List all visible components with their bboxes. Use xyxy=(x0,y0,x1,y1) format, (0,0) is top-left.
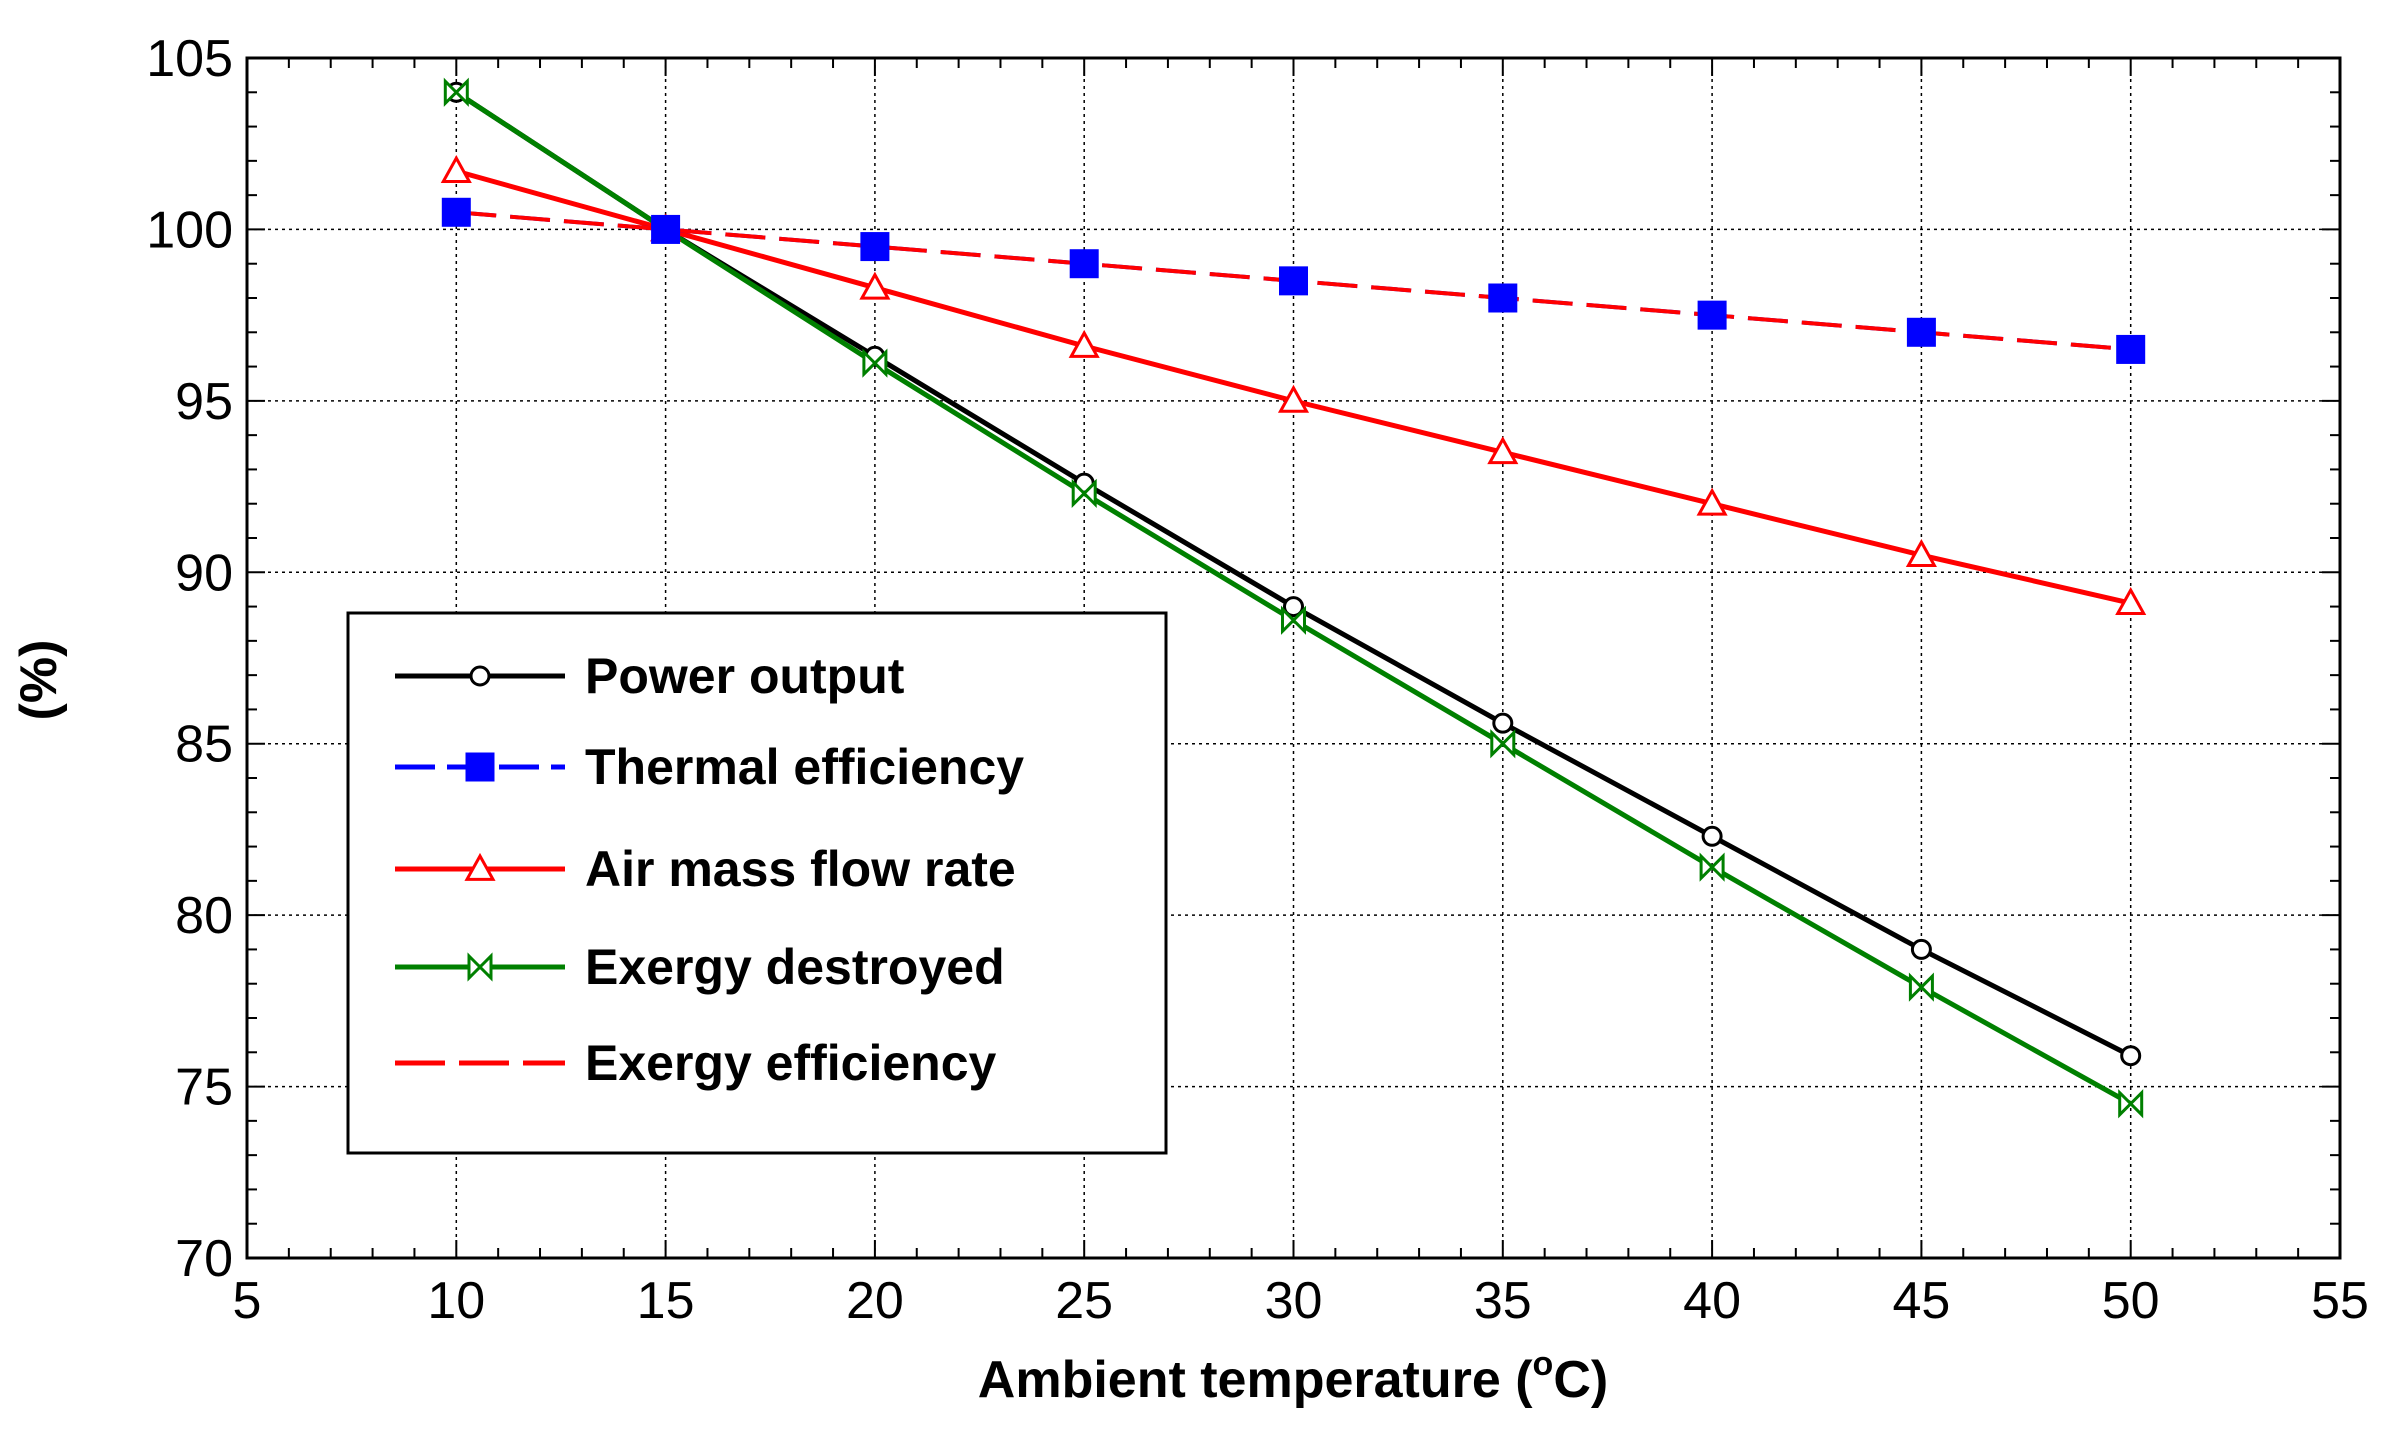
y-tick-label: 80 xyxy=(175,887,233,945)
data-point xyxy=(862,348,888,378)
data-point xyxy=(1068,329,1100,358)
y-tick-label: 100 xyxy=(146,201,233,259)
data-point xyxy=(1490,729,1516,759)
data-point xyxy=(1488,283,1518,313)
legend-marker xyxy=(469,665,491,687)
y-tick-label: 75 xyxy=(175,1059,233,1117)
legend-marker xyxy=(464,852,496,881)
data-point xyxy=(1281,605,1306,635)
y-tick-label: 90 xyxy=(175,544,233,602)
x-tick-label: 15 xyxy=(637,1272,695,1330)
data-point xyxy=(2115,587,2147,616)
x-tick-label: 30 xyxy=(1265,1272,1323,1330)
y-tick-label: 85 xyxy=(175,716,233,774)
data-point xyxy=(440,155,472,184)
series-markers xyxy=(440,77,2147,1119)
data-point xyxy=(443,77,469,107)
x-tick-label: 50 xyxy=(2102,1272,2160,1330)
data-point xyxy=(1071,478,1097,509)
x-tick-label: 40 xyxy=(1683,1272,1741,1330)
data-point xyxy=(441,197,471,227)
data-point xyxy=(1697,300,1727,330)
data-point xyxy=(1905,539,1937,568)
data-point xyxy=(860,232,890,262)
legend-label: Exergy efficiency xyxy=(585,1035,997,1091)
data-point xyxy=(651,214,681,244)
legend-label: Thermal efficiency xyxy=(585,739,1024,795)
y-tick-labels: 70 75 80 85 90 95 100 105 xyxy=(146,30,233,1288)
data-point xyxy=(2116,334,2146,364)
data-point xyxy=(859,271,891,300)
data-point xyxy=(1277,384,1310,413)
data-point xyxy=(1696,487,1728,516)
y-axis-title: (%) xyxy=(10,640,68,721)
x-tick-labels: 5 10 15 20 25 30 35 40 45 50 55 xyxy=(233,1272,2369,1330)
x-tick-label: 25 xyxy=(1055,1272,1113,1330)
legend-marker xyxy=(465,752,495,782)
data-point xyxy=(1699,852,1725,882)
legend-label: Air mass flow rate xyxy=(585,841,1016,897)
x-tick-label: 5 xyxy=(233,1272,262,1330)
data-point xyxy=(2120,1045,2142,1067)
data-point xyxy=(1910,938,1932,960)
legend-label: Exergy destroyed xyxy=(585,939,1005,995)
x-tick-label: 35 xyxy=(1474,1272,1532,1330)
y-tick-label: 105 xyxy=(146,30,233,88)
data-point xyxy=(1487,436,1519,465)
x-tick-label: 20 xyxy=(846,1272,904,1330)
legend-marker xyxy=(467,952,493,982)
legend: Power output Thermal efficiency Air mass f… xyxy=(346,611,1168,1155)
x-tick-label: 55 xyxy=(2311,1272,2369,1330)
data-point xyxy=(1906,317,1936,347)
data-point xyxy=(1701,825,1723,847)
data-point xyxy=(2118,1089,2144,1119)
data-point xyxy=(1069,249,1099,279)
data-point xyxy=(1492,712,1514,734)
data-point xyxy=(1283,596,1304,618)
x-axis-title: Ambient temperature (oC) xyxy=(978,1345,1608,1409)
x-tick-label: 10 xyxy=(427,1272,485,1330)
x-tick-label: 45 xyxy=(1892,1272,1950,1330)
data-point xyxy=(1279,266,1308,296)
y-tick-label: 70 xyxy=(175,1230,233,1288)
plot-frame xyxy=(245,56,2342,1260)
data-point xyxy=(1908,972,1934,1002)
legend-label: Power output xyxy=(585,648,905,704)
y-tick-label: 95 xyxy=(175,373,233,431)
